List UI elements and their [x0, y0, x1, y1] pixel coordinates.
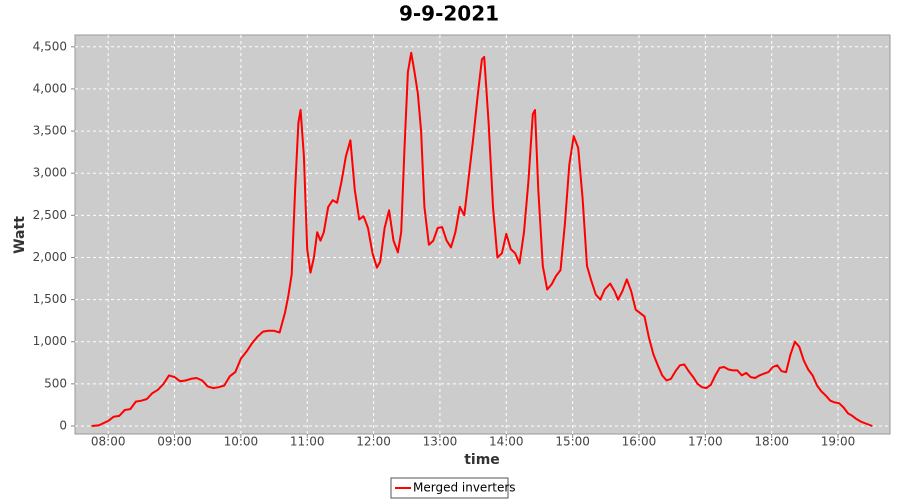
y-tick-label: 4,500: [33, 39, 67, 53]
y-tick-label: 1,500: [33, 292, 67, 306]
x-axis-label: time: [464, 452, 500, 468]
x-tick-label: 16:00: [622, 435, 657, 449]
x-tick-label: 10:00: [224, 435, 259, 449]
x-tick-label: 14:00: [489, 435, 524, 449]
x-tick-label: 19:00: [821, 435, 856, 449]
y-tick-label: 1,000: [33, 334, 67, 348]
y-tick-label: 500: [44, 376, 67, 390]
y-tick-label: 2,000: [33, 250, 67, 264]
x-tick-label: 09:00: [157, 435, 192, 449]
data-line: [91, 51, 873, 427]
x-tick-label: 11:00: [290, 435, 325, 449]
x-tick-label: 08:00: [91, 435, 126, 449]
y-tick-label: 0: [59, 418, 67, 432]
chart-title: 9-9-2021: [399, 2, 499, 26]
plot-area: [74, 34, 891, 435]
x-tick-label: 18:00: [754, 435, 789, 449]
x-tick-label: 12:00: [356, 435, 391, 449]
y-tick-label: 2,500: [33, 208, 67, 222]
y-tick-label: 4,000: [33, 81, 67, 95]
y-tick-label: 3,500: [33, 124, 67, 138]
y-tick-label: 3,000: [33, 166, 67, 180]
legend: [390, 477, 509, 499]
x-tick-label: 17:00: [688, 435, 723, 449]
x-tick-label: 15:00: [555, 435, 590, 449]
x-tick-label: 13:00: [423, 435, 458, 449]
legend-label: Merged inverters: [413, 481, 516, 495]
y-axis-label: Watt: [12, 216, 28, 254]
